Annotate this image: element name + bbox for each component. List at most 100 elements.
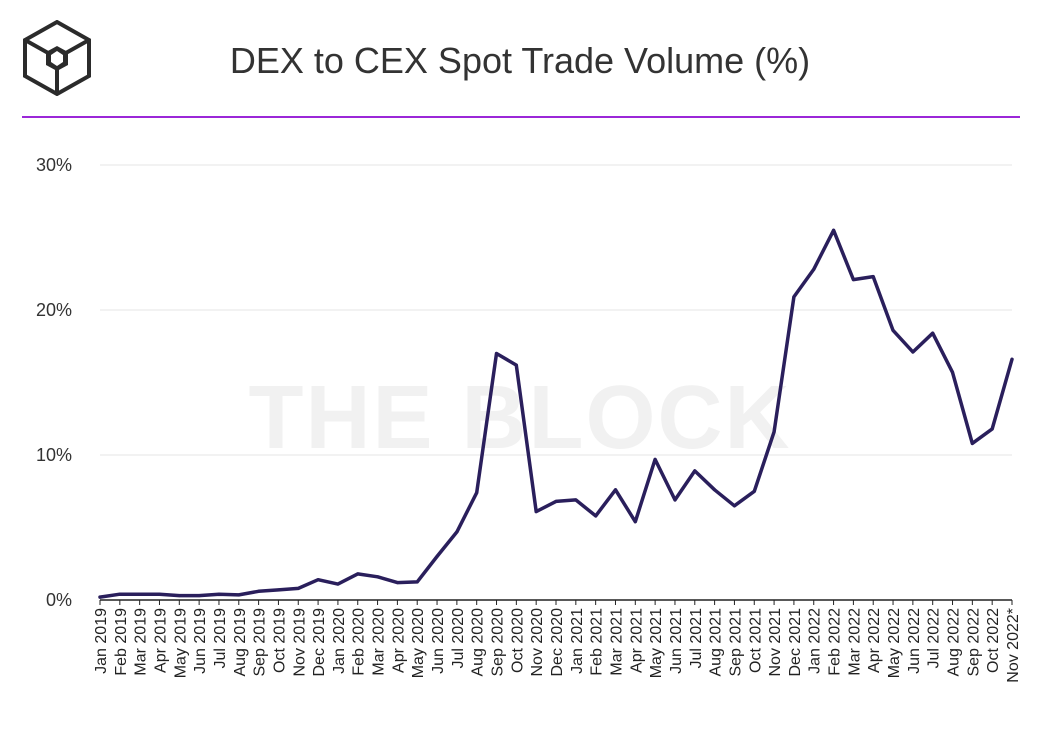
x-tick-label: Aug 2019 [232,608,249,677]
x-tick-label: Apr 2022 [866,608,883,673]
data-point [237,593,241,597]
data-point [435,555,439,558]
x-tick-label: Aug 2021 [708,608,725,677]
data-point [851,278,855,282]
line-chart: THE BLOCK 0%10%20%30% Jan 2019 Feb 2019 Ma… [36,155,1022,683]
data-point [871,275,875,279]
data-point [534,510,538,514]
x-tick-label: Jun 2022 [906,608,923,674]
data-point [693,469,697,473]
data-point [257,589,261,593]
x-tick-label: Mar 2020 [371,608,388,676]
x-tick-label: Mar 2022 [846,608,863,676]
data-point [118,592,122,596]
data-point [455,530,459,534]
data-point [832,228,836,232]
x-tick-label: Oct 2022 [985,608,1002,673]
x-tick-label: Jul 2022 [926,608,943,669]
series-group [98,228,1014,599]
x-tick-label: Apr 2019 [152,608,169,673]
data-point [951,370,955,374]
header-divider [22,116,1020,118]
y-tick-label: 30% [36,155,72,175]
data-point [990,427,994,431]
data-point [713,488,717,492]
data-point [276,588,280,592]
data-point [138,592,142,596]
x-tick-label: Jul 2019 [212,608,229,669]
data-point [772,430,776,434]
the-block-cube-logo-icon [23,20,91,96]
x-tick-label: Mar 2019 [133,608,150,676]
x-tick-label: May 2021 [648,608,665,678]
x-tick-label: Jun 2020 [430,608,447,674]
gridlines [100,164,1012,456]
x-tick-label: Aug 2020 [470,608,487,677]
data-point [792,295,796,299]
data-point [197,594,201,598]
x-tick-label: Nov 2020 [529,608,546,677]
x-tick-label: Aug 2022 [946,608,963,677]
y-axis-ticks: 0% 10% 20% 30% [36,155,72,610]
chart-header: DEX to CEX Spot Trade Volume (%) [0,0,1040,118]
x-tick-label: Nov 2019 [291,608,308,677]
x-tick-label: May 2022 [886,608,903,678]
data-point [812,267,816,271]
x-tick-label: Sep 2021 [727,608,744,677]
x-tick-label: Dec 2021 [787,608,804,677]
data-point [594,514,598,518]
data-point [1010,357,1014,361]
x-tick-label: Jul 2020 [450,608,467,669]
x-tick-label: Jan 2019 [93,608,110,674]
data-point [633,520,637,524]
x-tick-label: Jan 2021 [569,608,586,674]
data-point [475,491,479,495]
data-point [653,457,657,461]
data-point [376,575,380,579]
x-tick-label: Nov 2022* [1005,608,1022,683]
data-point [554,499,558,503]
data-point [316,578,320,582]
data-point [296,586,300,590]
data-point [673,498,677,502]
data-point [574,498,578,502]
data-point [495,352,499,355]
data-point [970,441,974,445]
data-point [177,594,181,598]
data-point [613,488,617,492]
x-tick-label: Jan 2020 [331,608,348,674]
x-tick-label: Mar 2021 [608,608,625,676]
x-axis-ticks: Jan 2019 Feb 2019 Mar 2019 Apr 2019 May 2019… [93,600,1022,683]
x-tick-label: Sep 2022 [965,608,982,677]
data-point [514,363,518,367]
x-tick-label: May 2020 [410,608,427,678]
data-point [415,580,419,584]
x-tick-label: Feb 2021 [589,608,606,676]
data-point [336,582,340,586]
x-tick-label: Sep 2020 [490,608,507,677]
x-tick-label: Oct 2021 [747,608,764,673]
data-point [911,350,915,354]
x-tick-label: Oct 2019 [271,608,288,673]
data-point [891,328,895,332]
x-tick-label: Dec 2019 [311,608,328,677]
x-tick-label: Feb 2022 [827,608,844,676]
x-tick-label: Apr 2021 [628,608,645,673]
x-tick-label: Oct 2020 [509,608,526,673]
data-point [752,489,756,493]
x-tick-label: Jan 2022 [807,608,824,674]
x-tick-label: Nov 2021 [767,608,784,677]
y-tick-label: 10% [36,445,72,465]
data-point [356,572,360,576]
x-tick-label: Jun 2021 [668,608,685,674]
data-point [732,504,736,508]
x-tick-label: Dec 2020 [549,608,566,677]
x-tick-label: Sep 2019 [252,608,269,677]
data-point [931,331,935,335]
x-tick-label: Jun 2019 [192,608,209,674]
x-tick-label: Feb 2020 [351,608,368,676]
x-tick-label: Apr 2020 [390,608,407,673]
data-point [217,592,221,596]
x-tick-label: Feb 2019 [113,608,130,676]
x-tick-label: Jul 2021 [688,608,705,669]
